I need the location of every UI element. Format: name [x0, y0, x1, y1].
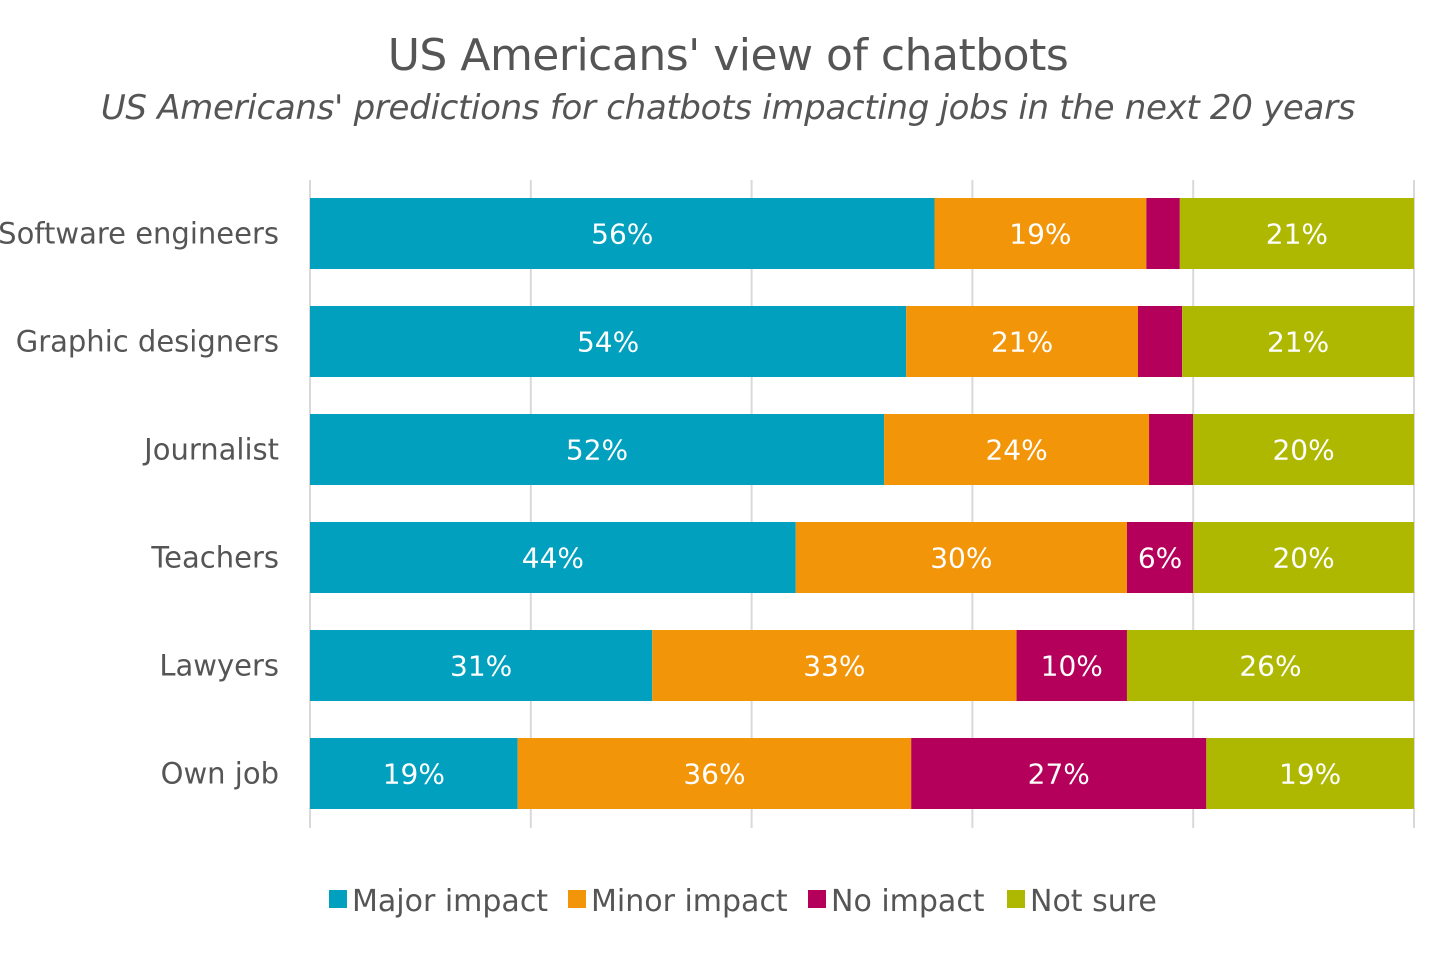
category-label: Teachers	[150, 541, 279, 575]
data-label: 26%	[1239, 650, 1301, 683]
bar-segment-not-sure	[1193, 414, 1414, 485]
bar-segment-no-impact	[1126, 522, 1194, 593]
legend-swatch	[1007, 890, 1025, 908]
data-label: 33%	[803, 650, 865, 683]
data-label: 21%	[991, 326, 1053, 359]
bar-segment-major-impact	[310, 630, 653, 701]
legend-swatch	[329, 890, 347, 908]
data-label: 21%	[1267, 326, 1329, 359]
bar-segment-minor-impact	[884, 414, 1150, 485]
data-label: 52%	[566, 434, 628, 467]
category-labels: Software engineers Graphic designers Journ…	[0, 217, 279, 791]
category-label: Journalist	[142, 433, 279, 467]
bar-segment-major-impact	[310, 414, 885, 485]
data-label: 19%	[1009, 218, 1071, 251]
bar-segment-not-sure	[1193, 522, 1414, 593]
legend-label: Major impact	[352, 884, 548, 919]
data-label: 21%	[1266, 218, 1328, 251]
bar-segment-no-impact	[1016, 630, 1127, 701]
category-label: Software engineers	[0, 217, 279, 251]
bar-segment-minor-impact	[652, 630, 1017, 701]
data-label: 20%	[1272, 434, 1334, 467]
bar-segment-not-sure	[1126, 630, 1414, 701]
bars: 56% 19% 21% 54% 21% 21% 52% 24% 20% 44% 30% 6% 20% 31…	[310, 198, 1414, 809]
data-label: 19%	[1279, 758, 1341, 791]
bar-segment-no-impact	[1146, 198, 1180, 269]
bar-segment-no-impact	[1149, 414, 1194, 485]
category-label: Own job	[161, 757, 279, 791]
data-label: 56%	[591, 218, 653, 251]
legend-swatch	[808, 890, 826, 908]
data-label: 10%	[1041, 650, 1103, 683]
bar-segment-not-sure	[1206, 738, 1414, 809]
data-label: 6%	[1138, 542, 1182, 575]
data-label: 24%	[985, 434, 1047, 467]
data-label: 27%	[1028, 758, 1090, 791]
bar-segment-minor-impact	[517, 738, 912, 809]
legend-label: No impact	[831, 884, 985, 919]
bar-segment-no-impact	[1138, 306, 1183, 377]
legend-label: Not sure	[1030, 884, 1157, 919]
data-label: 36%	[683, 758, 745, 791]
bar-segment-minor-impact	[934, 198, 1147, 269]
bar-segment-major-impact	[310, 738, 518, 809]
bar-segment-not-sure	[1179, 198, 1414, 269]
legend-swatch	[568, 890, 586, 908]
bar-segment-minor-impact	[795, 522, 1127, 593]
legend: Major impact Minor impact No impact Not sur…	[329, 884, 1157, 919]
data-label: 31%	[450, 650, 512, 683]
bar-segment-major-impact	[310, 522, 796, 593]
data-label: 54%	[577, 326, 639, 359]
bar-segment-no-impact	[911, 738, 1207, 809]
data-label: 44%	[522, 542, 584, 575]
gridlines	[309, 180, 1415, 828]
category-label: Graphic designers	[16, 325, 279, 359]
bar-segment-minor-impact	[906, 306, 1138, 377]
data-label: 30%	[930, 542, 992, 575]
bar-segment-major-impact	[310, 306, 907, 377]
chart-subtitle: US Americans' predictions for chatbots i…	[100, 88, 1356, 128]
legend-label: Minor impact	[591, 884, 788, 919]
data-label: 19%	[383, 758, 445, 791]
data-label: 20%	[1272, 542, 1334, 575]
bar-segment-major-impact	[310, 198, 935, 269]
bar-segment-not-sure	[1182, 306, 1414, 377]
chart-title: US Americans' view of chatbots	[387, 30, 1069, 81]
category-label: Lawyers	[159, 649, 279, 683]
